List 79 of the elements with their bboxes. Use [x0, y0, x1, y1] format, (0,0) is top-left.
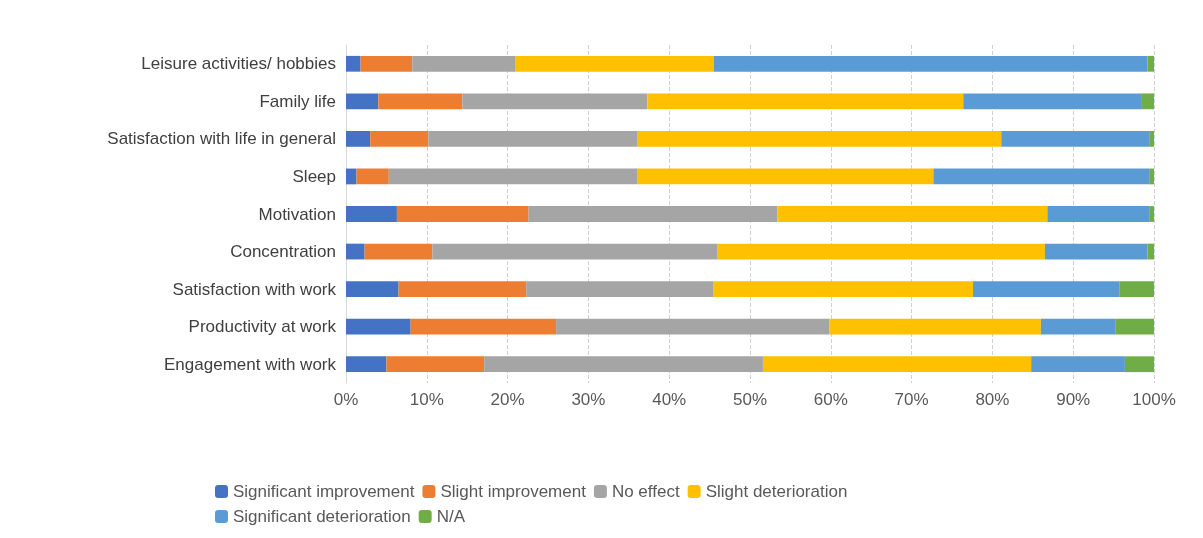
- bar: [637, 168, 934, 185]
- bar: [1044, 243, 1148, 260]
- x-tick-label: 80%: [975, 390, 1010, 409]
- bar: [410, 318, 557, 335]
- x-tick-label: 10%: [409, 390, 444, 409]
- bar: [963, 93, 1142, 110]
- bar: [933, 168, 1150, 185]
- bar: [1001, 131, 1150, 147]
- bar: [356, 168, 389, 185]
- bar: [364, 243, 433, 260]
- bar: [346, 131, 371, 147]
- bar: [346, 168, 357, 185]
- x-tick-label: 70%: [894, 390, 929, 409]
- bar: [346, 55, 361, 72]
- bar: [398, 281, 527, 297]
- y-tick-label: Productivity at work: [188, 317, 337, 337]
- y-tick-label: Family life: [259, 91, 336, 111]
- bar: [973, 281, 1120, 297]
- x-tick-label: 60%: [813, 390, 848, 409]
- y-tick-label: Concentration: [230, 242, 336, 262]
- bar: [1149, 206, 1154, 222]
- bar: [386, 356, 485, 373]
- y-tick-label: Satisfaction with work: [172, 279, 337, 299]
- bar: [1147, 55, 1154, 72]
- bar: [432, 243, 718, 260]
- bar: [388, 168, 638, 185]
- bar: [396, 206, 529, 222]
- bar: [713, 281, 974, 297]
- bar: [1124, 356, 1154, 373]
- y-tick-label: Motivation: [258, 204, 336, 224]
- bar: [484, 356, 763, 373]
- x-tick-label: 50%: [732, 390, 768, 409]
- bar: [346, 356, 387, 373]
- bar: [556, 318, 830, 335]
- x-tick-label: 90%: [1056, 390, 1091, 409]
- bar: [526, 281, 714, 297]
- bar: [346, 243, 365, 260]
- bar: [346, 93, 379, 110]
- legend-label: Slight deterioration: [705, 482, 848, 501]
- legend-label: Significant deterioration: [233, 507, 411, 526]
- bar: [515, 55, 714, 72]
- bar: [1141, 93, 1154, 110]
- bar: [346, 281, 399, 297]
- bar: [1031, 356, 1125, 373]
- bar: [528, 206, 778, 222]
- bar: [360, 55, 413, 72]
- legend-label: Significant improvement: [233, 482, 415, 501]
- y-tick-label: Satisfaction with life in general: [107, 129, 336, 149]
- bar: [717, 243, 1045, 260]
- x-tick-label: 40%: [652, 390, 687, 409]
- bar: [428, 131, 638, 147]
- x-tick-label: 100%: [1132, 390, 1176, 409]
- x-tick-label: 0%: [333, 390, 359, 409]
- y-tick-label: Leisure activities/ hobbies: [141, 54, 336, 74]
- bar: [829, 318, 1041, 335]
- bar: [777, 206, 1048, 222]
- bar: [1149, 168, 1154, 185]
- bar: [1115, 318, 1154, 335]
- bar: [370, 131, 429, 147]
- bar: [1149, 131, 1154, 147]
- bar: [647, 93, 964, 110]
- bar: [762, 356, 1032, 373]
- bar: [1047, 206, 1150, 222]
- legend-label: No effect: [611, 482, 680, 501]
- y-tick-label: Engagement with work: [164, 354, 337, 374]
- bar: [1119, 281, 1154, 297]
- legend-label: N/A: [436, 507, 466, 526]
- x-tick-label: 20%: [490, 390, 525, 409]
- bar: [1040, 318, 1116, 335]
- bar: [412, 55, 516, 72]
- bar: [637, 131, 1002, 147]
- bar: [346, 206, 397, 222]
- x-tick-label: 30%: [571, 390, 606, 409]
- bar: [462, 93, 648, 110]
- legend-label: Slight improvement: [440, 482, 587, 501]
- bar: [346, 318, 411, 335]
- y-tick-label: Sleep: [292, 166, 336, 186]
- bar: [378, 93, 463, 110]
- bar: [713, 55, 1148, 72]
